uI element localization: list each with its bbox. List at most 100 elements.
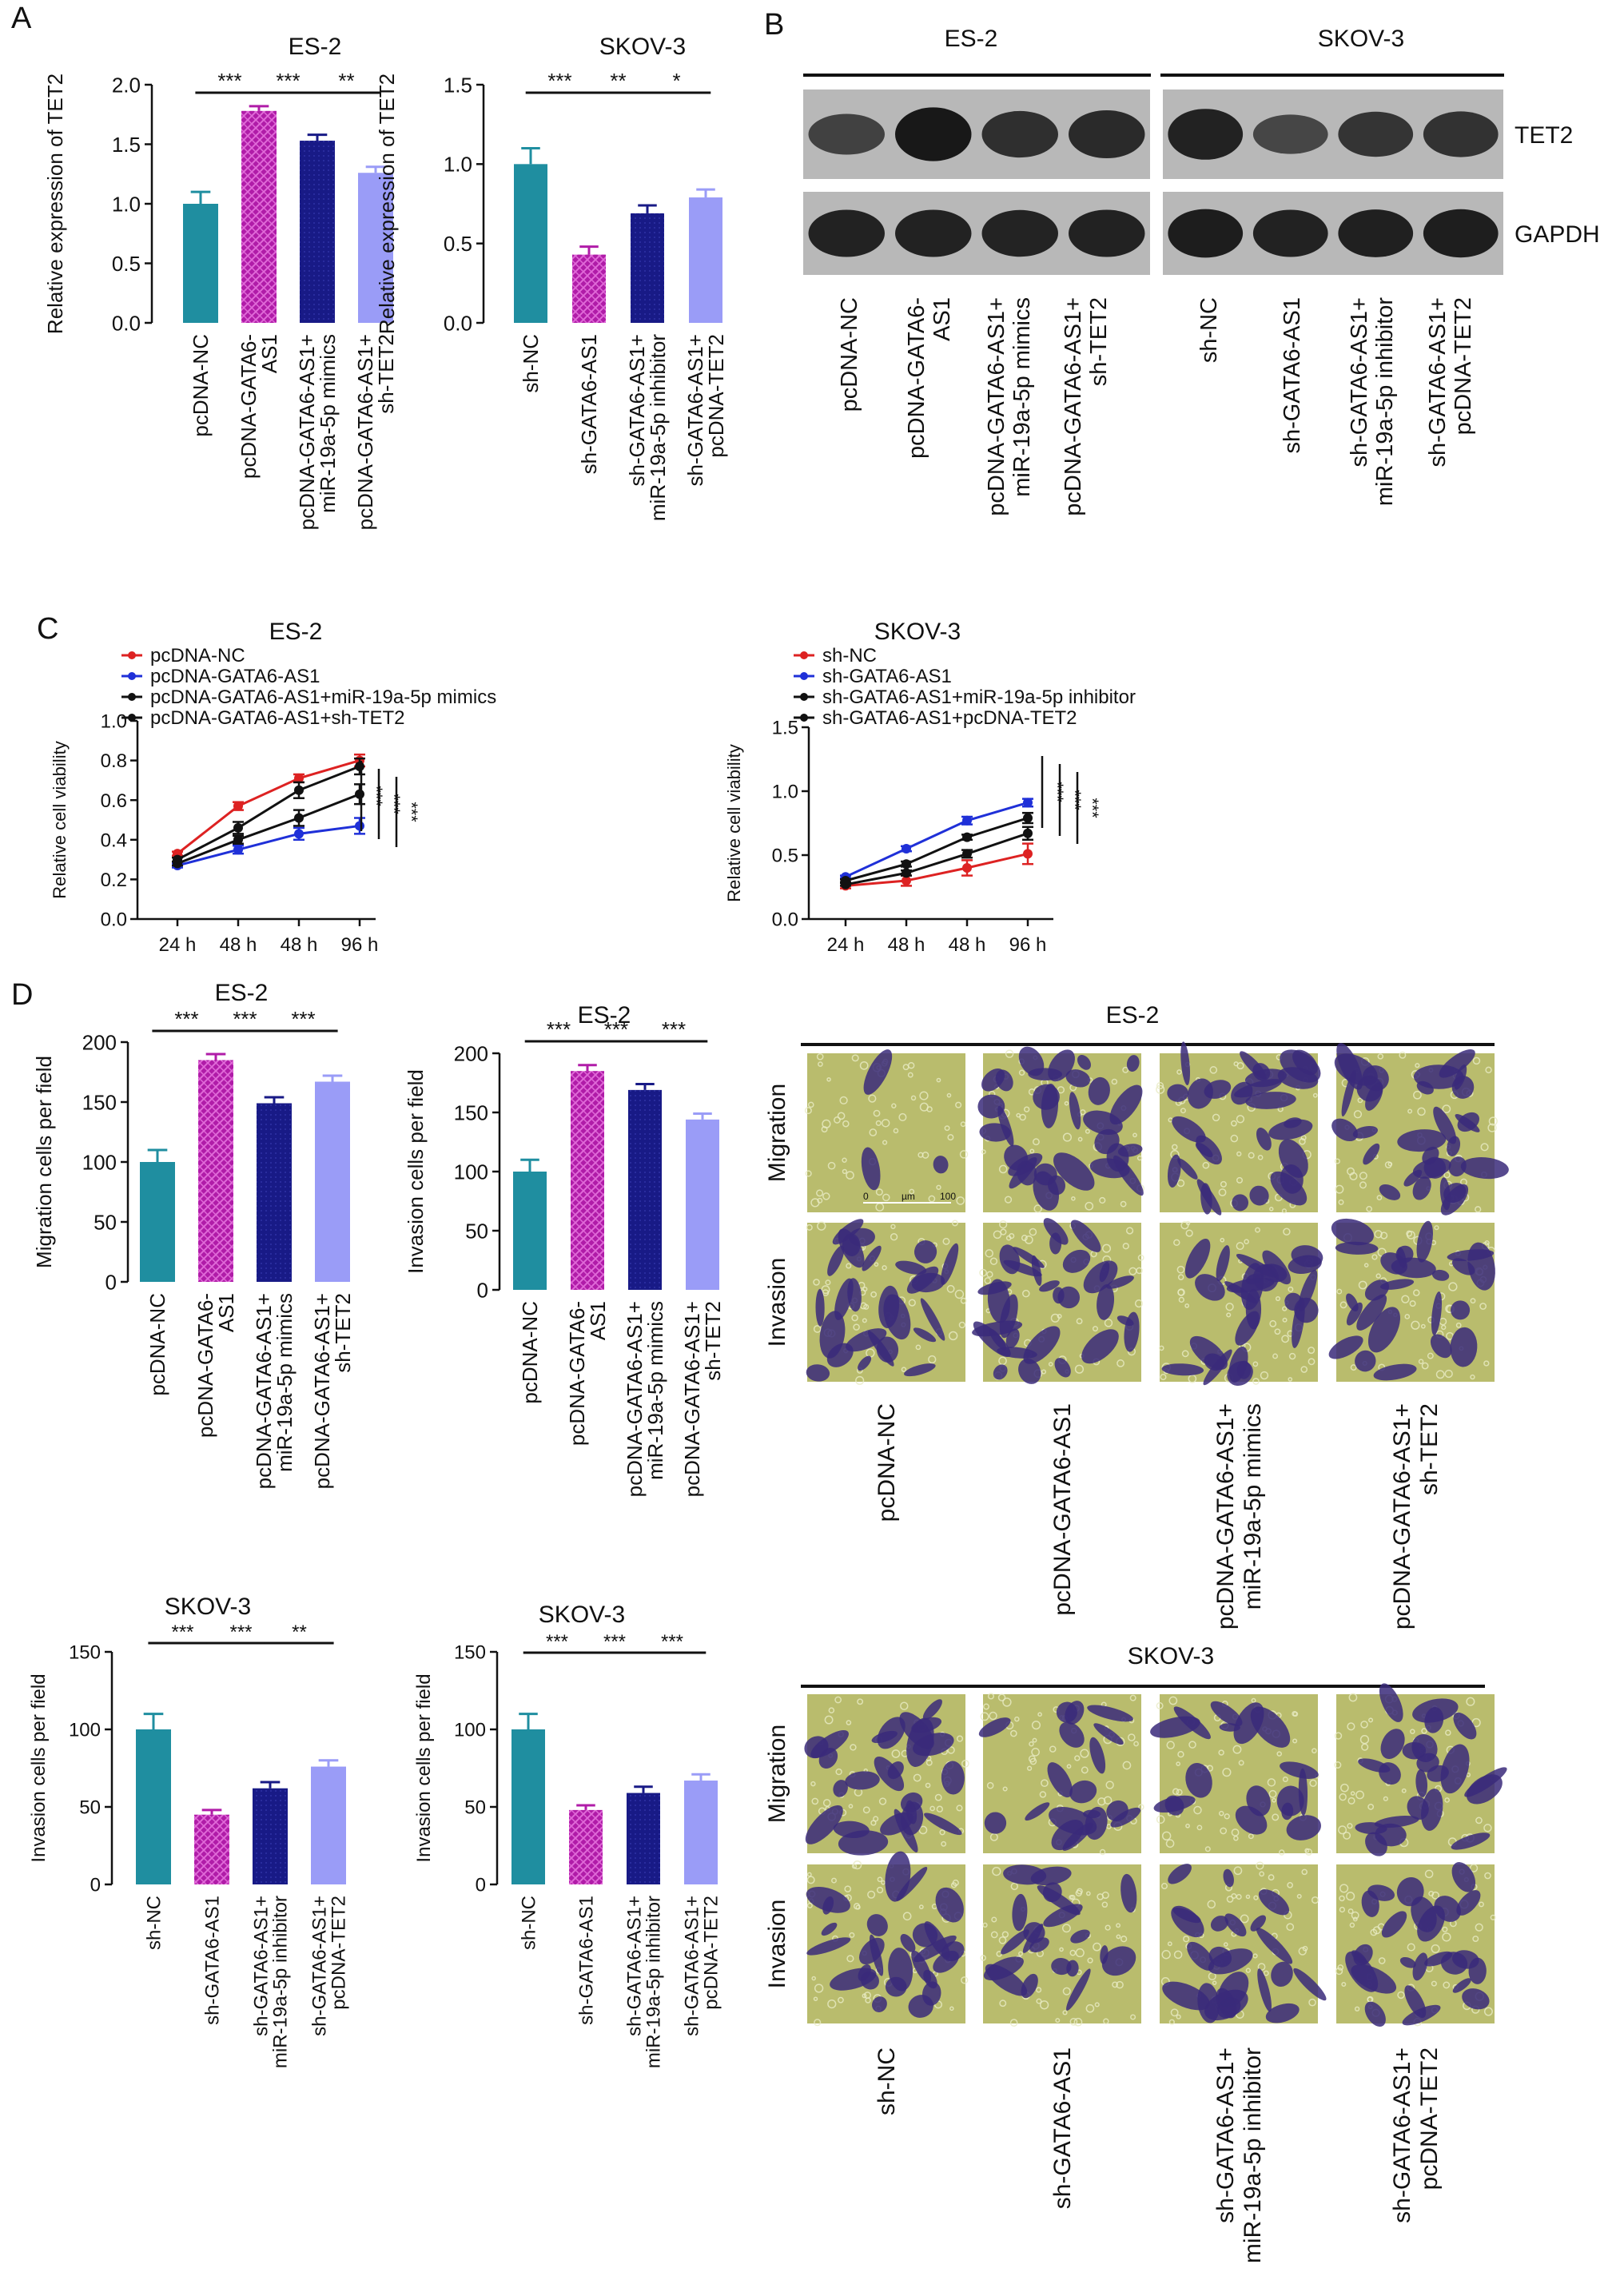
pore <box>1443 1172 1451 1179</box>
stained-cell <box>1448 1156 1467 1177</box>
pore <box>1281 1208 1288 1214</box>
pore <box>1001 1931 1009 1938</box>
data-point <box>173 858 182 869</box>
category-label: pcDNA-GATA6-AS1+ <box>353 334 377 530</box>
pore <box>1050 1313 1060 1323</box>
series-line <box>177 793 360 865</box>
pore <box>1176 1179 1185 1188</box>
stained-cell <box>983 1956 1024 1981</box>
stained-cell <box>1216 1245 1230 1282</box>
pore <box>1259 1871 1265 1877</box>
pore <box>1077 1136 1083 1142</box>
pore <box>961 1760 969 1768</box>
pore <box>1122 1243 1129 1250</box>
pore <box>814 2019 822 2027</box>
stained-cell <box>1062 1249 1091 1273</box>
pore <box>824 1715 834 1725</box>
pore <box>1018 1951 1023 1956</box>
legend-label: pcDNA-GATA6-AS1 <box>150 666 320 687</box>
pore <box>1347 1722 1355 1731</box>
data-point <box>902 876 911 885</box>
pore <box>1367 1804 1375 1810</box>
stained-cell <box>1396 1877 1424 1907</box>
blot-lane-label: pcDNA-GATA6-AS1+ <box>984 297 1009 516</box>
pore <box>1338 1199 1344 1205</box>
pore <box>851 1864 858 1869</box>
legend-marker <box>800 672 808 680</box>
pore <box>1301 1868 1308 1876</box>
stained-cell <box>1293 1968 1327 2001</box>
pore <box>1220 1180 1227 1188</box>
significance-label: *** <box>217 69 241 93</box>
pore <box>1443 1981 1451 1989</box>
chart-title: SKOV-3 <box>539 1602 625 1628</box>
pore <box>806 1872 812 1877</box>
bar <box>572 254 606 323</box>
pore <box>1339 1884 1349 1893</box>
pore <box>901 1367 907 1372</box>
pore <box>842 1120 850 1128</box>
micrograph-column-label: pcDNA-GATA6-AS1+ <box>1212 1403 1239 1629</box>
pore <box>1112 1981 1118 1988</box>
y-tick-label: 0.2 <box>101 869 127 891</box>
pore <box>1292 1710 1298 1717</box>
data-point <box>294 785 304 795</box>
stained-cell <box>815 1288 825 1327</box>
pore <box>817 1197 823 1204</box>
pore <box>839 1096 848 1105</box>
pore <box>918 1825 928 1835</box>
stained-cell <box>993 1364 1008 1380</box>
pore <box>1181 1350 1189 1358</box>
pore <box>1334 1732 1343 1740</box>
pore <box>1359 1172 1367 1180</box>
significance-label: ** <box>292 1622 307 1643</box>
stained-cell <box>1345 1951 1379 1992</box>
pore <box>1061 1924 1071 1933</box>
pore <box>1349 1922 1355 1928</box>
pore <box>1272 1353 1279 1359</box>
pore <box>1409 1300 1416 1307</box>
y-axis-label: Invasion cells per field <box>404 1069 428 1274</box>
bar <box>183 204 218 323</box>
pore <box>919 1091 929 1100</box>
pore <box>910 1095 917 1101</box>
pore <box>1218 1810 1224 1816</box>
pore <box>850 1744 857 1751</box>
pore <box>1335 1967 1343 1976</box>
stained-cell <box>1022 1924 1044 1953</box>
y-tick-label: 0.0 <box>112 311 141 335</box>
pore <box>862 1806 870 1814</box>
stained-cell <box>1399 1956 1416 1968</box>
pore <box>1019 1113 1026 1121</box>
stained-cell <box>1013 1247 1045 1268</box>
significance-label: * <box>672 69 680 93</box>
stained-cell <box>1416 1220 1433 1263</box>
stained-cell <box>904 1363 936 1377</box>
pore <box>1406 1230 1413 1237</box>
stained-cell <box>924 1813 962 1836</box>
pore <box>939 1829 945 1836</box>
stained-cell <box>1380 1729 1405 1760</box>
pore <box>1178 1296 1184 1303</box>
pore <box>1257 1154 1264 1160</box>
pore <box>844 1885 852 1892</box>
pore <box>1257 1963 1266 1972</box>
pore <box>1338 1825 1347 1835</box>
category-label: miR-19a-5p inhibitor <box>643 1896 664 2068</box>
pore <box>1363 1263 1369 1267</box>
stained-cell <box>1433 1106 1457 1144</box>
pore <box>1125 1227 1134 1235</box>
blot-band <box>1069 109 1145 159</box>
category-label: miR-19a-5p mimics <box>273 1293 297 1472</box>
pore <box>1116 1934 1121 1940</box>
pore <box>1347 1797 1355 1805</box>
pore <box>1220 1827 1228 1835</box>
x-tick-label: 48 h <box>888 934 925 956</box>
pore <box>1349 1172 1358 1180</box>
pore <box>955 1101 962 1108</box>
pore <box>862 1318 867 1323</box>
pore <box>1479 1303 1487 1310</box>
category-label: pcDNA-GATA6-AS1+ <box>295 334 319 530</box>
stained-cell <box>1057 1286 1081 1309</box>
category-label: sh-TET2 <box>331 1293 355 1373</box>
